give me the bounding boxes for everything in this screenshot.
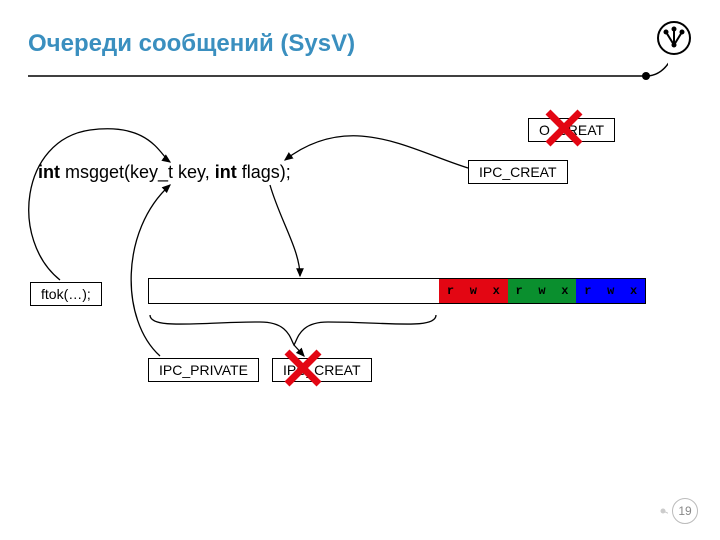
bitbar-blank — [149, 279, 439, 303]
function-signature: int msgget(key_t key, int flags); — [38, 162, 291, 183]
keyword-int-2: int — [215, 162, 237, 182]
label-ipc-creat: IPC_CREAT — [468, 160, 568, 184]
perm-cell-5: x — [553, 279, 576, 303]
perm-cell-3: r — [508, 279, 531, 303]
permission-bitbar: r w x r w x r w x — [148, 278, 646, 304]
keyword-int-1: int — [38, 162, 60, 182]
perm-cell-4: w — [531, 279, 554, 303]
perm-cell-0: r — [439, 279, 462, 303]
page-number: 19 — [672, 498, 698, 524]
perm-cell-6: r — [576, 279, 599, 303]
perm-cell-8: x — [622, 279, 645, 303]
label-o-creat: O_CREAT — [528, 118, 615, 142]
label-ipc-creat-bottom: IPC_CREAT — [272, 358, 372, 382]
perm-cell-1: w — [462, 279, 485, 303]
sig-part-2: flags); — [237, 162, 291, 182]
sig-part-1: msgget(key_t key, — [60, 162, 215, 182]
label-ftok: ftok(…); — [30, 282, 102, 306]
perm-cell-7: w — [599, 279, 622, 303]
perm-cell-2: x — [485, 279, 508, 303]
label-ipc-private: IPC_PRIVATE — [148, 358, 259, 382]
page-number-deco-icon — [658, 506, 668, 516]
